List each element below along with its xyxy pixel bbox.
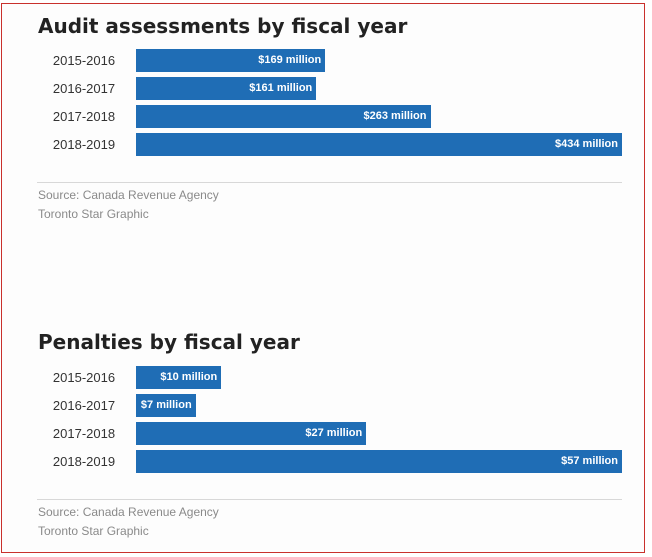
source-credit: Source: Canada Revenue Agency (38, 505, 219, 519)
bar: $7 million (136, 394, 196, 417)
bar: $169 million (136, 49, 326, 72)
source-credit: Source: Canada Revenue Agency (38, 188, 219, 202)
bar-value-label: $10 million (160, 371, 218, 383)
category-label: 2018-2019 (52, 454, 116, 469)
bar-value-label: $169 million (258, 54, 322, 66)
bar-row-2015-2016: 2015-2016 $10 million (0, 366, 652, 390)
divider (37, 182, 622, 183)
bar-value-label: $57 million (561, 455, 618, 467)
bar-row-2015-2016: 2015-2016 $169 million (0, 49, 652, 73)
bar: $27 million (136, 422, 367, 445)
bar-row-2016-2017: 2016-2017 $7 million (0, 394, 652, 418)
bar: $161 million (136, 77, 317, 100)
graphic-credit: Toronto Star Graphic (38, 524, 149, 538)
category-label: 2016-2017 (52, 398, 116, 413)
bar-row-2016-2017: 2016-2017 $161 million (0, 77, 652, 101)
chart-title: Audit assessments by fiscal year (38, 14, 408, 38)
category-label: 2015-2016 (52, 370, 116, 385)
bar-value-label: $161 million (249, 82, 313, 94)
bar-row-2018-2019: 2018-2019 $434 million (0, 133, 652, 157)
bar-row-2017-2018: 2017-2018 $27 million (0, 422, 652, 446)
chart-title: Penalties by fiscal year (38, 330, 300, 354)
category-label: 2017-2018 (52, 426, 116, 441)
bar-value-label: $7 million (140, 399, 192, 411)
category-label: 2016-2017 (52, 81, 116, 96)
bar: $10 million (136, 366, 222, 389)
category-label: 2015-2016 (52, 53, 116, 68)
category-label: 2018-2019 (52, 137, 116, 152)
bar: $263 million (136, 105, 431, 128)
graphic-credit: Toronto Star Graphic (38, 207, 149, 221)
bar-row-2017-2018: 2017-2018 $263 million (0, 105, 652, 129)
bar-row-2018-2019: 2018-2019 $57 million (0, 450, 652, 474)
bar-value-label: $27 million (305, 427, 363, 439)
bar: $57 million (136, 450, 622, 473)
bar: $434 million (136, 133, 622, 156)
bar-value-label: $434 million (555, 138, 618, 150)
divider (37, 499, 622, 500)
category-label: 2017-2018 (52, 109, 116, 124)
bar-value-label: $263 million (363, 110, 427, 122)
